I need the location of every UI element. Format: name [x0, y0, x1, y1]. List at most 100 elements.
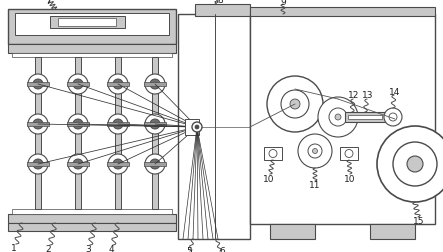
Bar: [75, 58, 81, 209]
Bar: [250, 15, 435, 224]
Circle shape: [33, 119, 43, 130]
Circle shape: [68, 75, 88, 94]
Circle shape: [153, 162, 157, 166]
Text: 11: 11: [309, 180, 321, 189]
Circle shape: [76, 83, 80, 87]
Bar: [370, 224, 415, 239]
Bar: [8, 214, 176, 223]
Circle shape: [73, 159, 83, 169]
Circle shape: [108, 75, 128, 94]
Circle shape: [150, 80, 160, 90]
Circle shape: [76, 162, 80, 166]
Circle shape: [329, 109, 347, 127]
Bar: [107, 83, 129, 87]
Text: 10: 10: [344, 174, 356, 183]
Bar: [67, 122, 89, 127]
Circle shape: [192, 122, 202, 133]
Bar: [345, 113, 385, 122]
Circle shape: [73, 80, 83, 90]
Circle shape: [345, 150, 353, 158]
Bar: [340, 147, 358, 160]
Circle shape: [33, 159, 43, 169]
Bar: [67, 162, 89, 166]
Circle shape: [36, 162, 40, 166]
Bar: [144, 122, 166, 127]
Bar: [27, 162, 49, 166]
Bar: [270, 224, 315, 239]
Bar: [107, 122, 129, 127]
Circle shape: [73, 119, 83, 130]
Text: 7: 7: [45, 0, 51, 6]
Circle shape: [153, 122, 157, 127]
Circle shape: [308, 144, 322, 158]
Circle shape: [335, 115, 341, 120]
Bar: [178, 15, 250, 239]
Circle shape: [113, 80, 123, 90]
Bar: [35, 58, 41, 209]
Circle shape: [153, 83, 157, 87]
Bar: [250, 8, 435, 17]
Circle shape: [28, 115, 48, 135]
Text: 6: 6: [219, 246, 225, 252]
Circle shape: [150, 119, 160, 130]
Bar: [144, 162, 166, 166]
Text: 8: 8: [217, 0, 223, 5]
Bar: [12, 209, 172, 214]
Circle shape: [393, 142, 437, 186]
Bar: [67, 83, 89, 87]
Bar: [27, 83, 49, 87]
Circle shape: [108, 115, 128, 135]
Text: 2: 2: [45, 244, 51, 252]
Circle shape: [389, 114, 397, 121]
Bar: [195, 5, 250, 17]
Circle shape: [68, 154, 88, 174]
Circle shape: [145, 115, 165, 135]
Circle shape: [116, 162, 120, 166]
Bar: [8, 45, 176, 54]
Text: 13: 13: [362, 91, 374, 100]
Circle shape: [298, 135, 332, 168]
Circle shape: [33, 80, 43, 90]
Circle shape: [36, 122, 40, 127]
Circle shape: [145, 75, 165, 94]
Bar: [348, 115, 382, 119]
Circle shape: [384, 109, 402, 127]
Circle shape: [116, 83, 120, 87]
Circle shape: [76, 122, 80, 127]
Bar: [185, 119, 199, 136]
Circle shape: [145, 154, 165, 174]
Circle shape: [113, 119, 123, 130]
Circle shape: [150, 159, 160, 169]
Text: 14: 14: [389, 87, 400, 96]
Circle shape: [116, 122, 120, 127]
Circle shape: [267, 77, 323, 133]
Circle shape: [318, 98, 358, 137]
Text: 3: 3: [85, 244, 91, 252]
Text: 5: 5: [186, 246, 192, 252]
Bar: [144, 83, 166, 87]
Bar: [27, 122, 49, 127]
Text: 9: 9: [280, 0, 286, 7]
Text: 10: 10: [263, 174, 275, 183]
Bar: [264, 147, 282, 160]
Circle shape: [195, 125, 199, 130]
Circle shape: [312, 149, 318, 154]
Circle shape: [269, 150, 277, 158]
Circle shape: [377, 127, 443, 202]
Circle shape: [108, 154, 128, 174]
Bar: [12, 54, 172, 58]
Bar: [15, 14, 169, 36]
Bar: [50, 17, 125, 29]
Circle shape: [28, 154, 48, 174]
Bar: [8, 10, 176, 45]
Circle shape: [68, 115, 88, 135]
Text: 4: 4: [108, 244, 114, 252]
Text: 1: 1: [11, 243, 17, 252]
Bar: [152, 58, 158, 209]
Bar: [115, 58, 121, 209]
Circle shape: [28, 75, 48, 94]
Circle shape: [113, 159, 123, 169]
Circle shape: [290, 100, 300, 110]
Bar: [8, 223, 176, 231]
Bar: [58, 19, 116, 27]
